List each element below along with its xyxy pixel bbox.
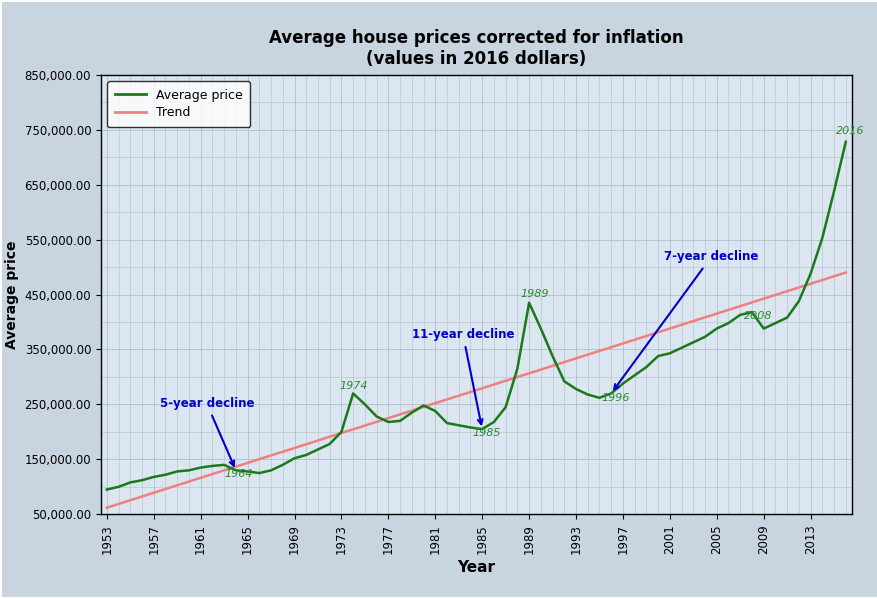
X-axis label: Year: Year	[457, 560, 495, 575]
Text: 1989: 1989	[520, 289, 549, 299]
Legend: Average price, Trend: Average price, Trend	[107, 81, 250, 127]
Title: Average house prices corrected for inflation
(values in 2016 dollars): Average house prices corrected for infla…	[268, 29, 683, 68]
Text: 1974: 1974	[339, 381, 367, 391]
Text: 1985: 1985	[472, 428, 501, 438]
Text: 2016: 2016	[836, 126, 864, 136]
Text: 7-year decline: 7-year decline	[614, 251, 758, 389]
Y-axis label: Average price: Average price	[5, 240, 19, 349]
Text: 1964: 1964	[224, 469, 253, 479]
Text: 2008: 2008	[743, 311, 772, 321]
Text: 5-year decline: 5-year decline	[160, 397, 253, 466]
Text: 11-year decline: 11-year decline	[411, 328, 514, 424]
Text: 1996: 1996	[601, 393, 630, 403]
